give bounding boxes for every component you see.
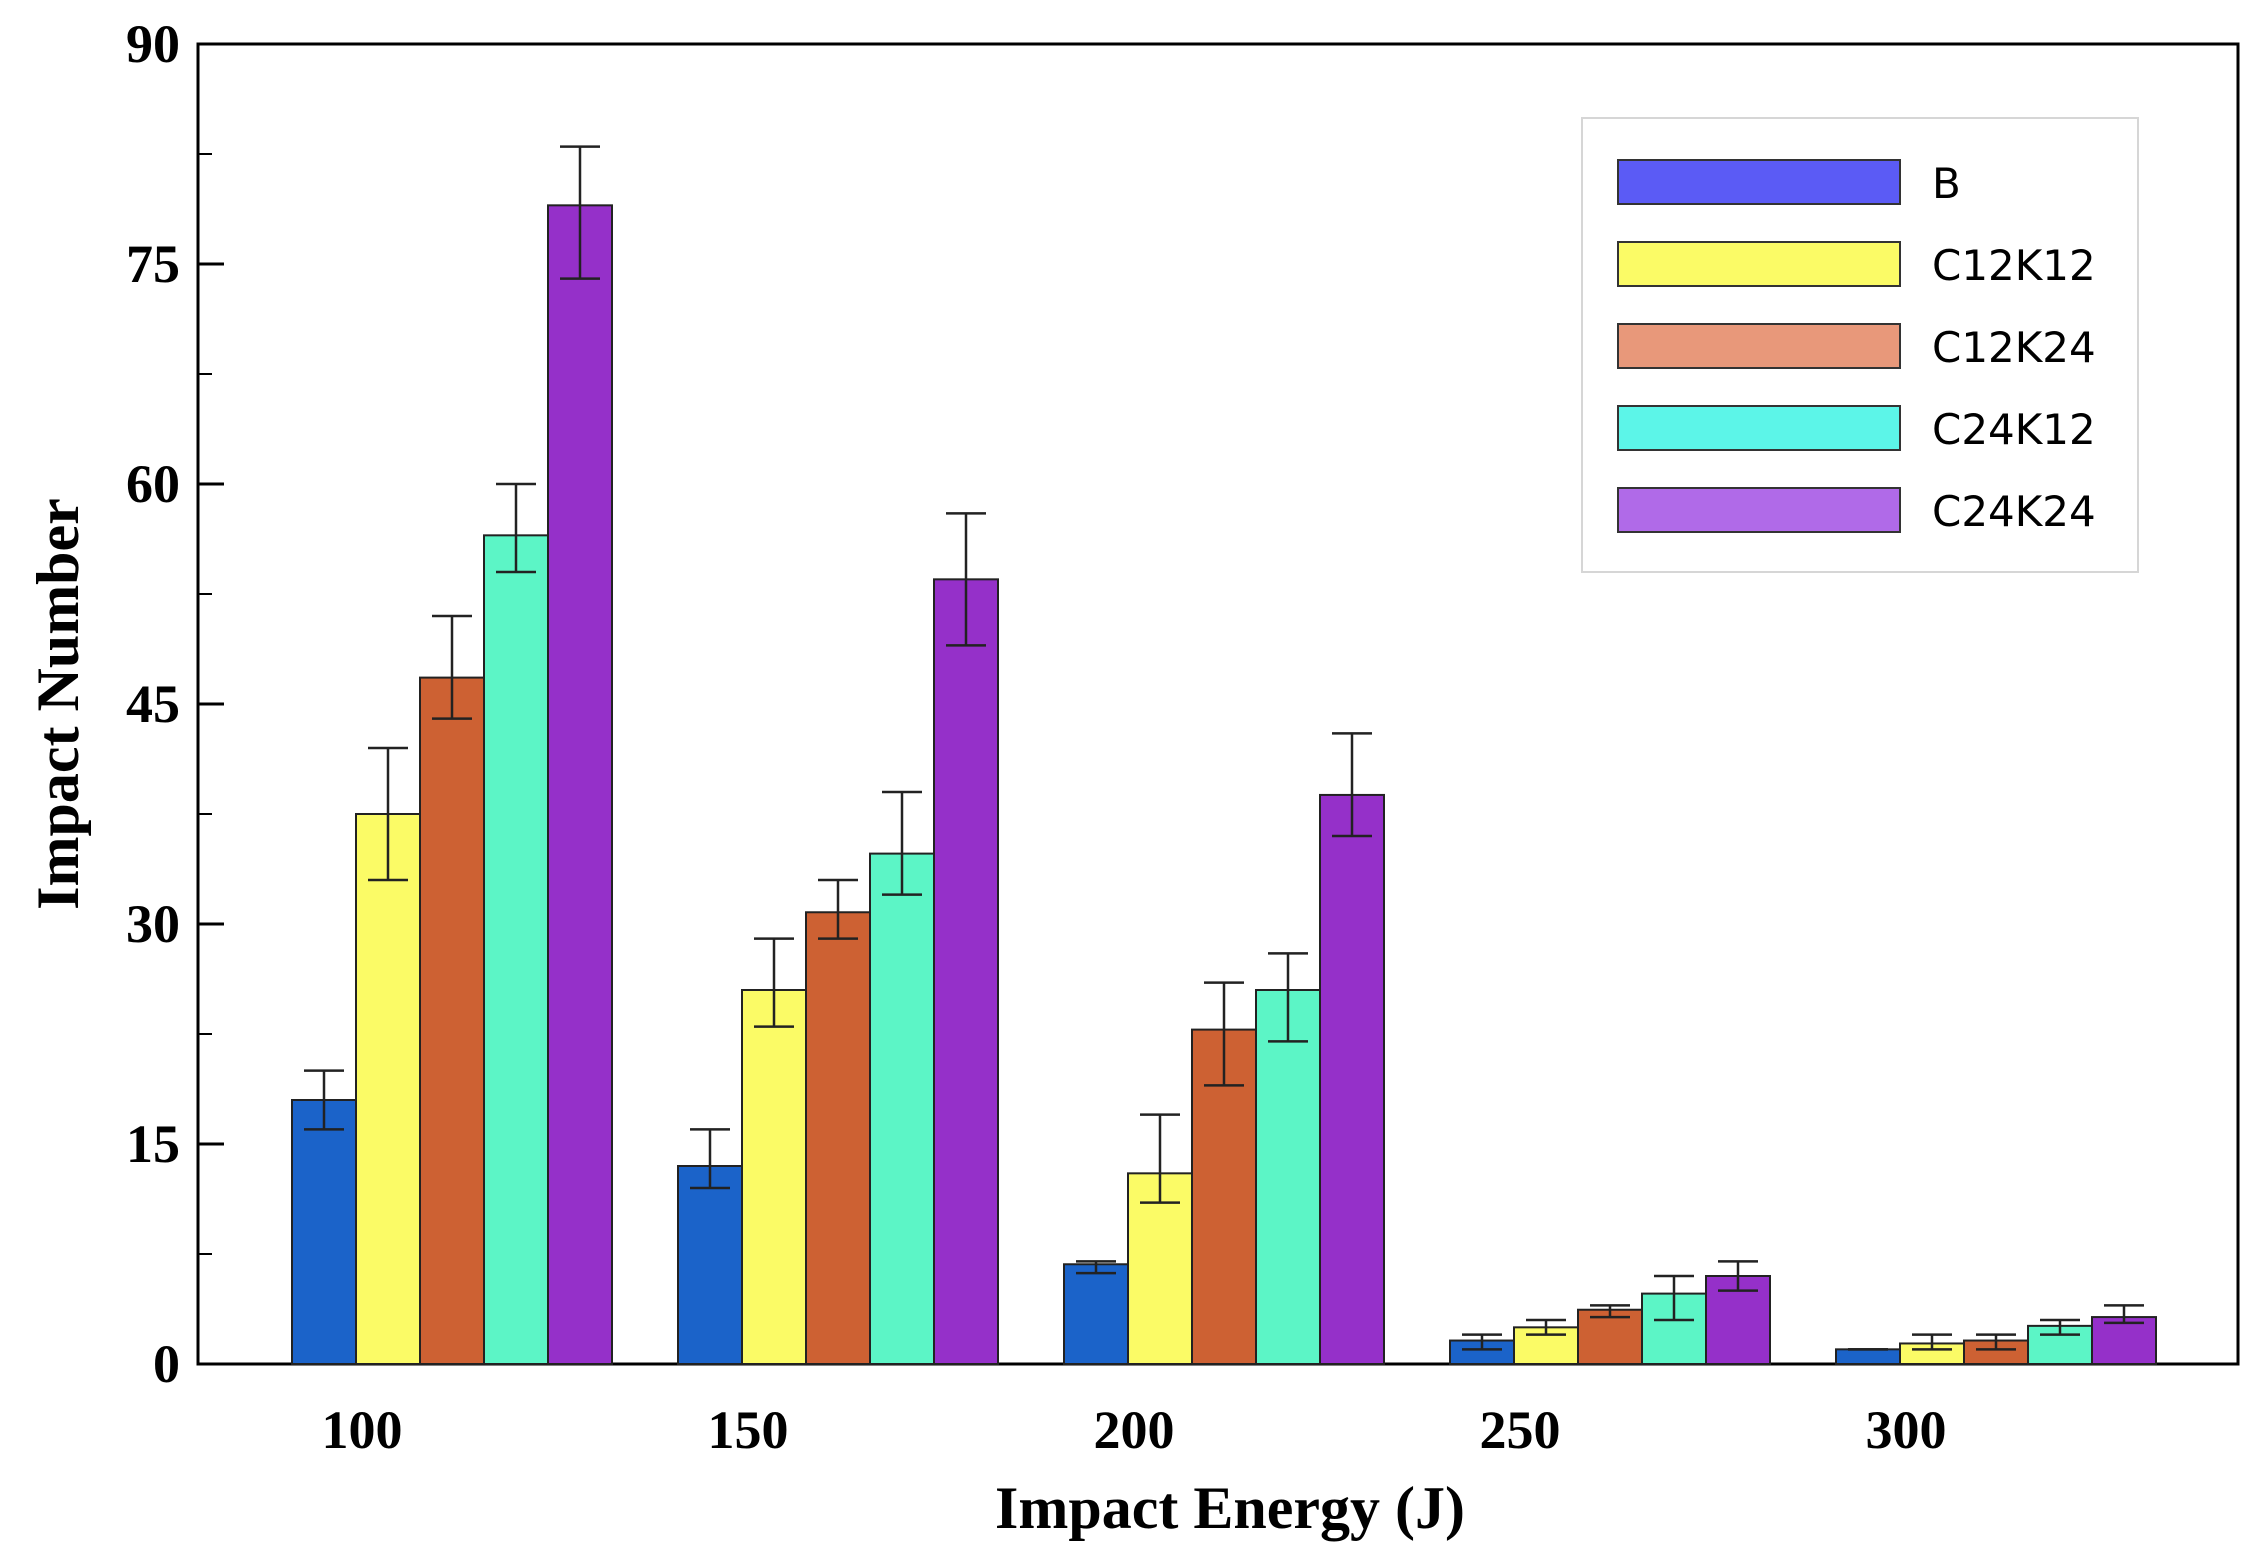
bar-c24k12-100 [483, 534, 549, 1365]
y-tick-label: 45 [126, 674, 180, 734]
legend-swatch-b [1617, 159, 1901, 205]
legend: B C12K12 C12K24 C24K12 C24K24 [1581, 117, 2139, 573]
error-bar-c12k24-150 [818, 878, 858, 940]
y-tick-label: 30 [126, 894, 180, 954]
x-axis: 100 150 200 250 300 [322, 1400, 1947, 1460]
error-bar-b-250 [1462, 1333, 1502, 1351]
x-tick-label: 300 [1866, 1400, 1947, 1460]
error-bar-c12k24-100 [432, 614, 472, 720]
legend-label-c24k12: C24K12 [1932, 405, 2096, 454]
bar-b-100 [291, 1099, 357, 1365]
legend-label-c12k24: C12K24 [1932, 323, 2096, 372]
error-bar-c24k24-250 [1718, 1260, 1758, 1292]
error-bar-c24k24-200 [1332, 732, 1372, 838]
error-bar-c24k12-150 [882, 790, 922, 896]
x-tick-label: 150 [708, 1400, 789, 1460]
y-axis: 0 15 30 45 60 75 90 [126, 14, 224, 1394]
error-bar-c24k24-100 [560, 145, 600, 280]
error-bar-c12k12-250 [1526, 1318, 1566, 1336]
y-tick-label: 90 [126, 14, 180, 74]
bar-c12k12-250 [1513, 1326, 1579, 1366]
legend-swatch-c24k12 [1617, 405, 1901, 451]
legend-swatch-c24k24 [1617, 487, 1901, 533]
legend-label-c24k24: C24K24 [1932, 487, 2096, 536]
bar-c12k12-150 [741, 989, 807, 1365]
x-axis-title: Impact Energy (J) [995, 1475, 1465, 1541]
legend-label-c12k12: C12K12 [1932, 241, 2096, 290]
bars-layer [291, 204, 2157, 1366]
y-tick-label: 75 [126, 234, 180, 294]
bar-c12k24-150 [805, 911, 871, 1365]
bar-c24k24-100 [547, 204, 613, 1365]
bar-b-200 [1063, 1263, 1129, 1366]
bar-c24k12-200 [1255, 989, 1321, 1365]
error-bar-c24k12-250 [1654, 1274, 1694, 1322]
error-bar-c24k12-300 [2040, 1318, 2080, 1336]
y-tick-label: 15 [126, 1114, 180, 1174]
bar-c24k24-200 [1319, 793, 1385, 1365]
error-bar-c24k24-150 [946, 512, 986, 647]
error-bar-c12k12-100 [368, 746, 408, 882]
error-bar-c12k24-300 [1976, 1333, 2016, 1351]
error-bars-layer [304, 145, 2144, 1351]
error-bar-c24k12-200 [1268, 952, 1308, 1043]
bar-c12k12-200 [1127, 1172, 1193, 1366]
error-bar-c12k12-300 [1912, 1333, 1952, 1351]
y-tick-label: 60 [126, 454, 180, 514]
error-bar-c12k24-250 [1590, 1304, 1630, 1319]
x-tick-label: 100 [322, 1400, 403, 1460]
bar-c12k24-100 [419, 676, 485, 1365]
x-tick-label: 200 [1094, 1400, 1175, 1460]
y-axis-title: Impact Number [25, 498, 91, 910]
y-tick-label: 0 [153, 1334, 180, 1394]
error-bar-b-100 [304, 1069, 344, 1131]
error-bar-b-150 [690, 1128, 730, 1190]
error-bar-c24k24-300 [2104, 1304, 2144, 1325]
legend-label-b: B [1932, 159, 1961, 208]
error-bar-c12k24-200 [1204, 981, 1244, 1087]
x-tick-label: 250 [1480, 1400, 1561, 1460]
bar-c24k12-150 [869, 852, 935, 1365]
legend-swatch-c12k24 [1617, 323, 1901, 369]
bar-b-300 [1835, 1348, 1901, 1366]
error-bar-c24k12-100 [496, 482, 536, 574]
bar-b-150 [677, 1165, 743, 1365]
bar-c12k12-100 [355, 813, 421, 1365]
error-bar-b-200 [1076, 1260, 1116, 1275]
error-bar-c12k12-200 [1140, 1113, 1180, 1204]
error-bar-c12k12-150 [754, 937, 794, 1028]
legend-swatch-c12k12 [1617, 241, 1901, 287]
bar-c24k24-300 [2091, 1316, 2157, 1365]
bar-c24k24-150 [933, 578, 999, 1365]
